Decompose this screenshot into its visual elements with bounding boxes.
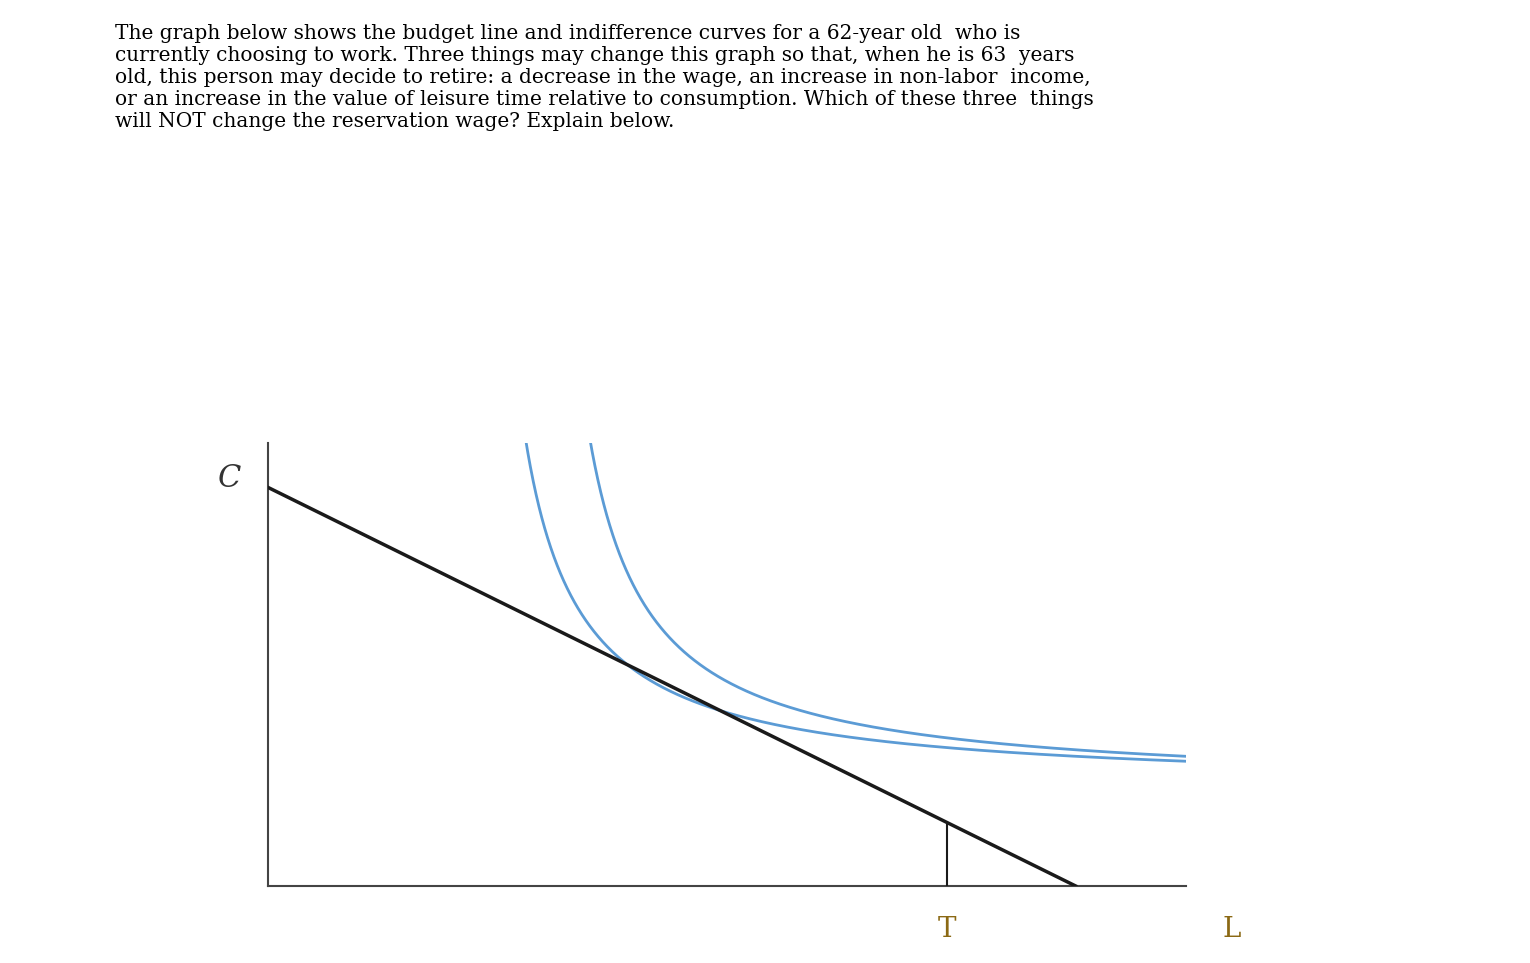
Text: T: T [938, 916, 956, 943]
Text: C: C [217, 463, 242, 494]
Text: The graph below shows the budget line and indifference curves for a 62-year old : The graph below shows the budget line an… [115, 24, 1094, 131]
Text: L: L [1222, 916, 1241, 943]
